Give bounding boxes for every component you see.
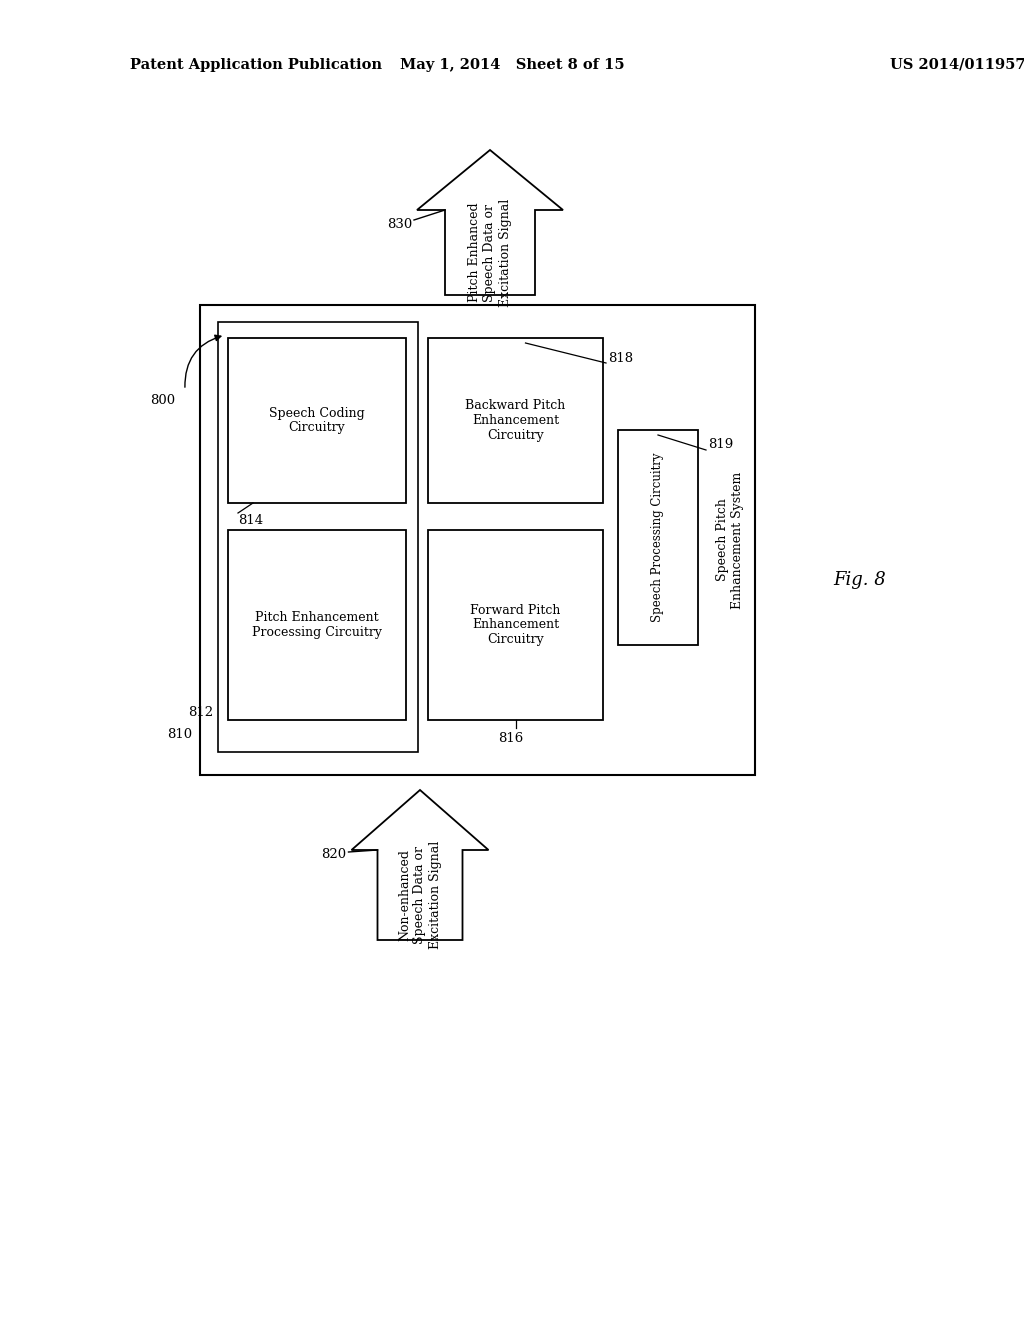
Bar: [228, 531, 406, 719]
Polygon shape: [417, 150, 563, 294]
Text: 820: 820: [322, 849, 346, 862]
Text: 814: 814: [238, 515, 263, 528]
Polygon shape: [351, 789, 488, 940]
Text: US 2014/0119572 A1: US 2014/0119572 A1: [890, 58, 1024, 73]
Text: 819: 819: [708, 438, 733, 451]
Text: Speech Processing Circuitry: Speech Processing Circuitry: [651, 453, 665, 622]
Text: 800: 800: [150, 393, 175, 407]
Text: 816: 816: [498, 731, 523, 744]
Text: 810: 810: [167, 729, 193, 742]
Bar: [218, 322, 418, 752]
Text: Patent Application Publication: Patent Application Publication: [130, 58, 382, 73]
Text: May 1, 2014   Sheet 8 of 15: May 1, 2014 Sheet 8 of 15: [399, 58, 625, 73]
Text: 830: 830: [387, 219, 412, 231]
Text: Forward Pitch
Enhancement
Circuitry: Forward Pitch Enhancement Circuitry: [470, 603, 561, 647]
Text: Speech Pitch
Enhancement System: Speech Pitch Enhancement System: [716, 471, 744, 609]
Text: 818: 818: [608, 351, 633, 364]
Bar: [428, 531, 603, 719]
Text: Speech Coding
Circuitry: Speech Coding Circuitry: [269, 407, 365, 434]
Bar: [200, 305, 755, 775]
Text: Backward Pitch
Enhancement
Circuitry: Backward Pitch Enhancement Circuitry: [465, 399, 565, 442]
Text: Pitch Enhanced
Speech Data or
Excitation Signal: Pitch Enhanced Speech Data or Excitation…: [469, 198, 512, 306]
Bar: [428, 338, 603, 503]
Bar: [618, 430, 698, 645]
Text: Non-enhanced
Speech Data or
Excitation Signal: Non-enhanced Speech Data or Excitation S…: [398, 841, 441, 949]
Text: Pitch Enhancement
Processing Circuitry: Pitch Enhancement Processing Circuitry: [252, 611, 382, 639]
Text: Fig. 8: Fig. 8: [834, 572, 887, 589]
Bar: [228, 338, 406, 503]
Text: 812: 812: [187, 705, 213, 718]
